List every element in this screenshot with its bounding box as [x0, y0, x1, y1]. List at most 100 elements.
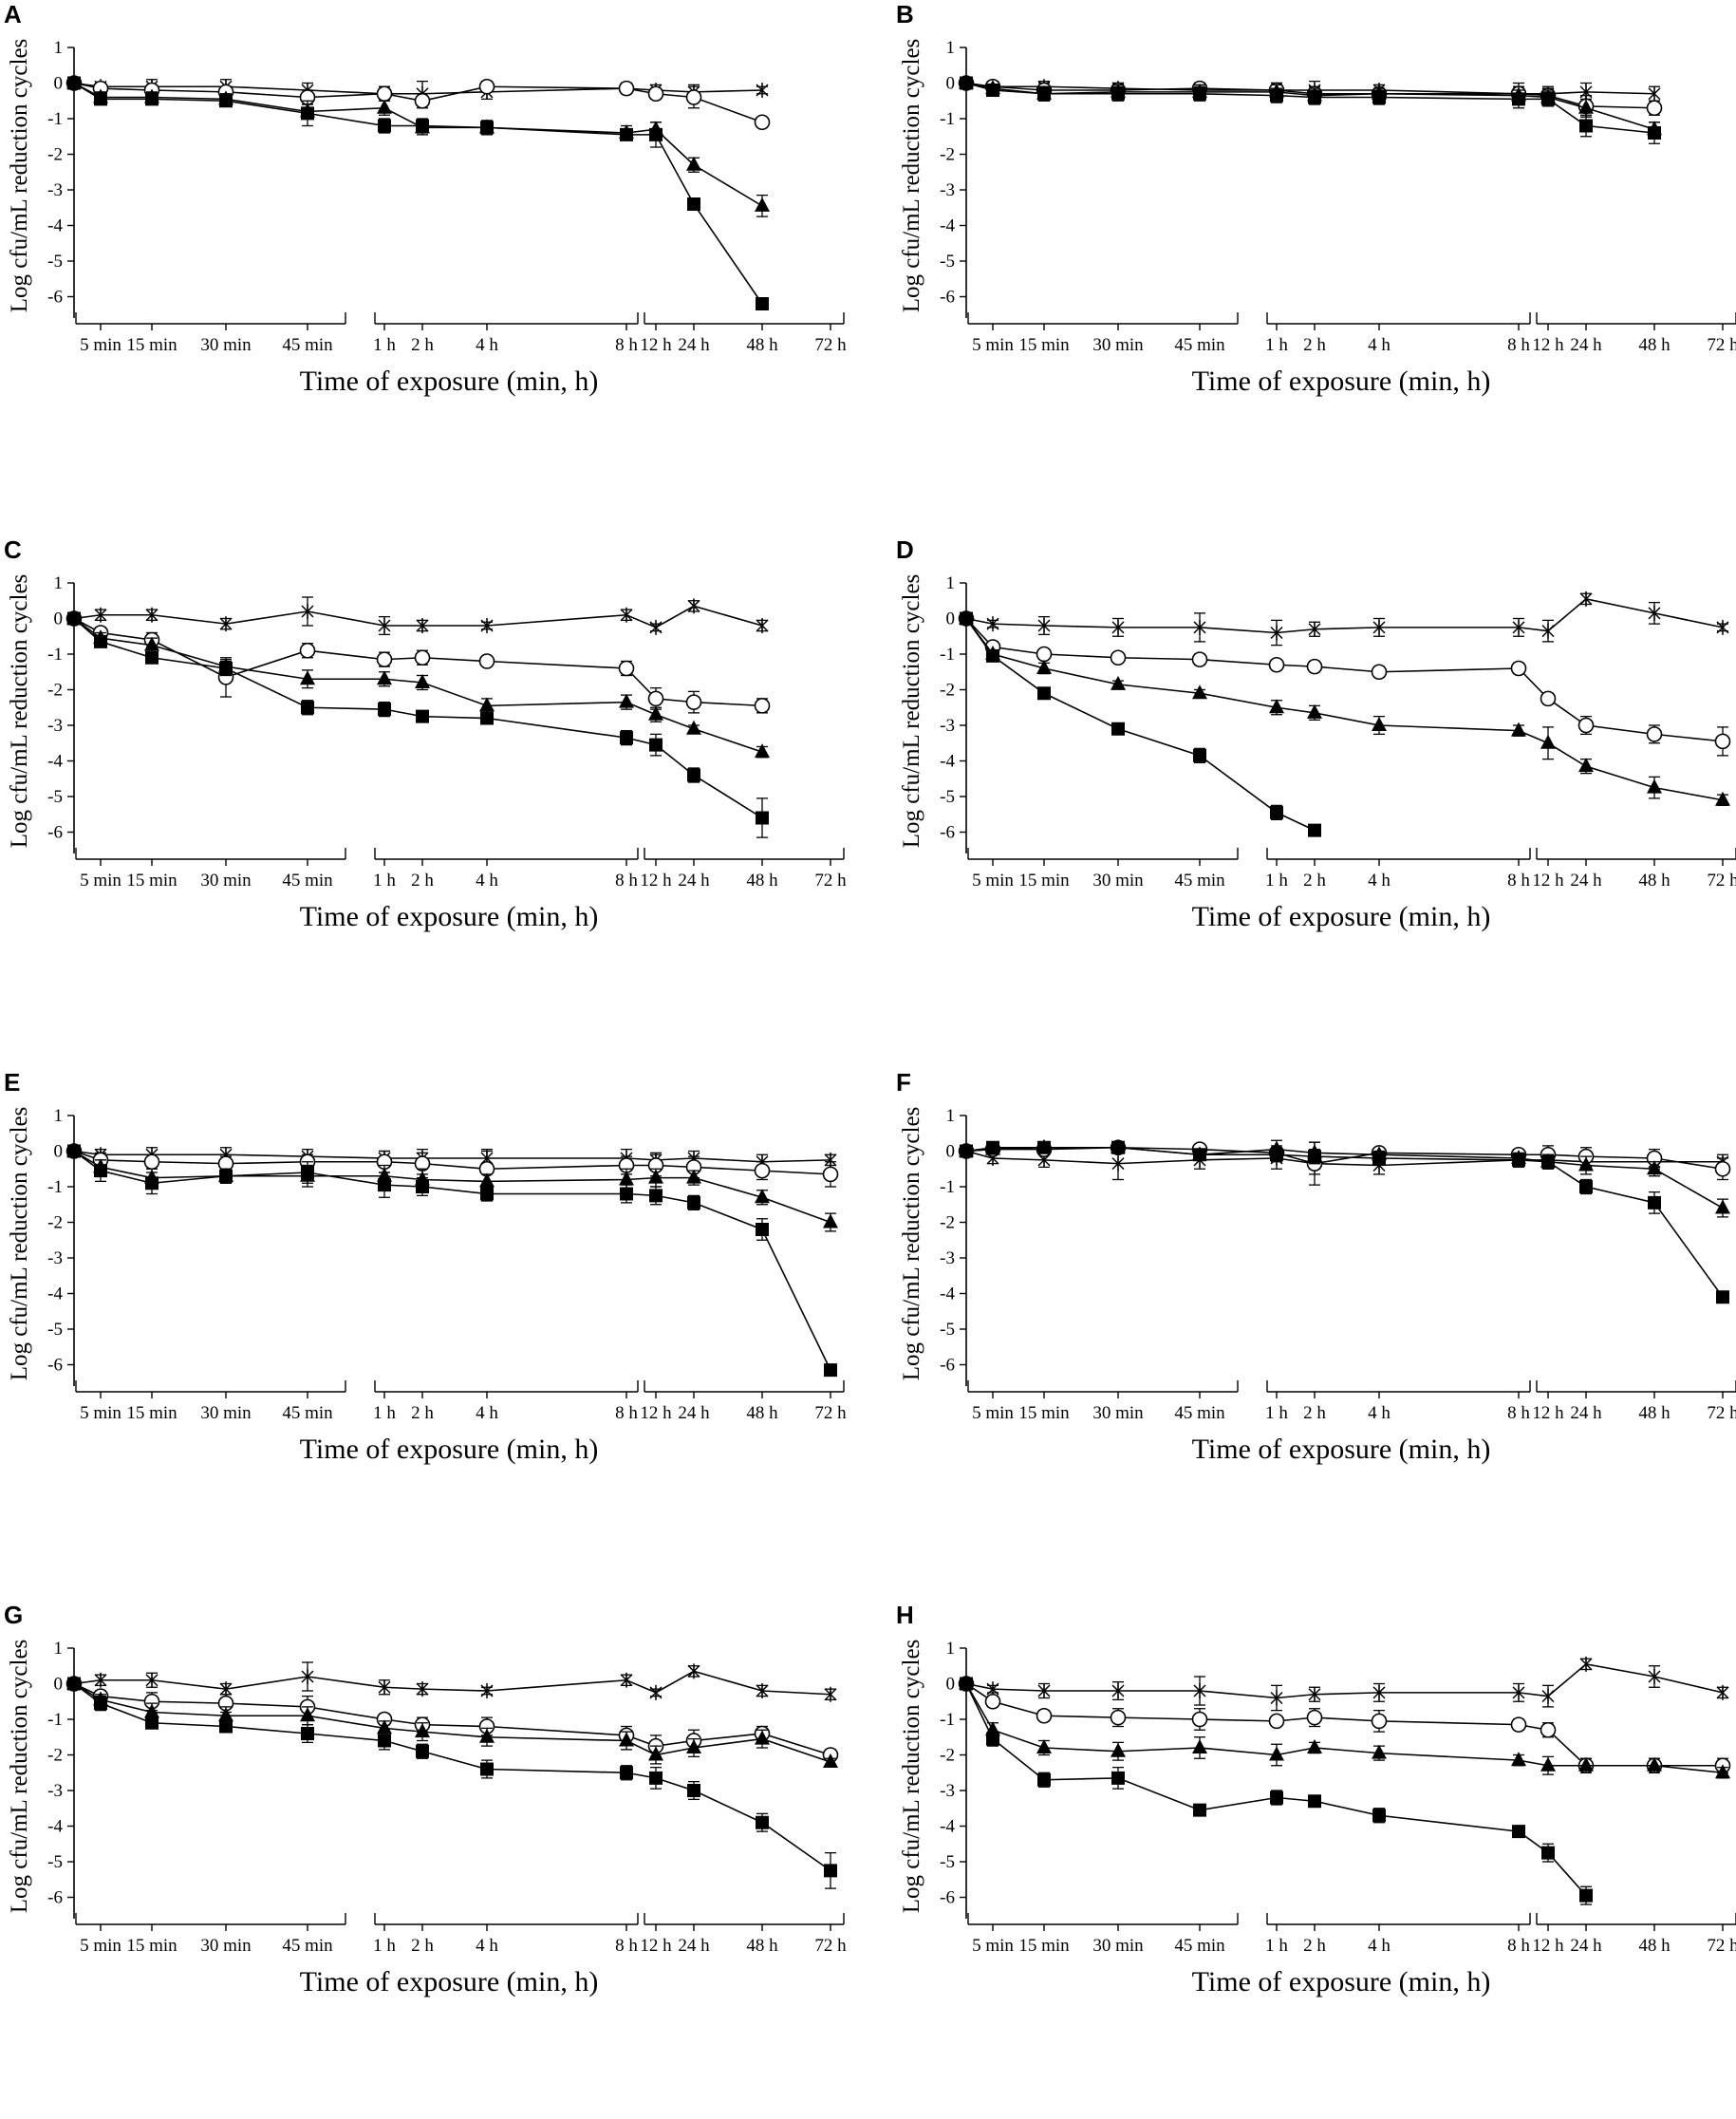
- data-point-triangle: [823, 1213, 838, 1228]
- data-point-asterisk: [378, 618, 391, 633]
- data-point-triangle: [1192, 684, 1207, 700]
- x-tick-label: 30 min: [1092, 1403, 1144, 1423]
- data-point-square: [620, 731, 633, 745]
- y-tick-label: -2: [940, 681, 955, 701]
- x-tick-label: 2 h: [411, 335, 434, 355]
- data-point-square: [960, 1677, 973, 1691]
- series-line-circle: [965, 1146, 1724, 1171]
- data-point-square: [301, 1727, 314, 1740]
- data-point-asterisk: [649, 1684, 663, 1700]
- y-tick-label: -6: [940, 823, 955, 843]
- data-point-square: [1270, 88, 1283, 103]
- data-point-circle: [1191, 651, 1208, 667]
- data-point-asterisk: [145, 607, 159, 623]
- data-point-square: [756, 1223, 769, 1236]
- data-point-circle: [1110, 1709, 1127, 1726]
- x-tick-label: 1 h: [373, 1936, 396, 1956]
- data-point-square: [756, 297, 769, 310]
- y-tick-label: -2: [47, 1746, 63, 1766]
- x-tick-label: 12 h: [640, 1936, 672, 1956]
- x-tick-label: 5 min: [80, 335, 121, 355]
- data-point-circle: [1510, 1716, 1527, 1733]
- y-tick-label: -4: [940, 752, 955, 772]
- data-point-circle: [1577, 717, 1595, 734]
- data-point-square: [756, 1815, 769, 1829]
- x-tick-label: 24 h: [1570, 1936, 1602, 1956]
- data-point-square: [986, 648, 999, 663]
- data-point-square: [301, 106, 314, 121]
- series-line-asterisk: [965, 1663, 1724, 1699]
- data-point-asterisk: [620, 607, 633, 623]
- x-tick-label: 5 min: [80, 871, 121, 891]
- x-tick-label: 5 min: [972, 335, 1014, 355]
- data-point-square: [301, 1166, 314, 1179]
- data-point-square: [1541, 92, 1555, 106]
- data-point-square: [1193, 1148, 1206, 1162]
- y-tick-label: 0: [946, 1675, 956, 1695]
- data-point-triangle: [755, 1730, 770, 1745]
- data-point-asterisk: [1512, 619, 1525, 635]
- data-point-square: [1193, 1803, 1206, 1817]
- data-point-triangle: [415, 674, 430, 688]
- series-line-triangle: [965, 1683, 1724, 1774]
- x-tick-label: 5 min: [972, 1403, 1014, 1423]
- panel-label-H: H: [896, 1601, 914, 1629]
- y-axis-title: Log cfu/mL reduction cycles: [899, 1107, 924, 1381]
- data-point-triangle: [648, 1169, 663, 1184]
- y-tick-label: -2: [940, 1213, 955, 1233]
- x-tick-label: 8 h: [1507, 871, 1530, 891]
- data-point-square: [94, 634, 107, 648]
- data-point-circle: [1371, 664, 1388, 681]
- data-point-triangle: [1647, 1160, 1662, 1175]
- x-tick-label: 30 min: [200, 335, 252, 355]
- data-point-circle: [478, 653, 495, 669]
- y-axis-title: Log cfu/mL reduction cycles: [7, 574, 32, 849]
- data-point-square: [649, 1771, 663, 1785]
- data-point-square: [824, 1864, 837, 1878]
- data-point-circle: [143, 1153, 160, 1171]
- x-tick-label: 24 h: [1570, 1403, 1602, 1423]
- data-point-triangle: [415, 1723, 430, 1738]
- data-point-square: [1372, 90, 1386, 104]
- x-tick-label: 5 min: [972, 1936, 1014, 1956]
- x-tick-label: 15 min: [126, 871, 177, 891]
- data-point-circle: [1714, 1160, 1731, 1177]
- data-point-square: [145, 92, 159, 106]
- x-axis-title: Time of exposure (min, h): [1192, 1966, 1491, 1997]
- x-tick-label: 72 h: [814, 335, 847, 355]
- y-tick-label: 1: [54, 1106, 64, 1126]
- y-tick-label: -4: [47, 1817, 63, 1837]
- data-point-asterisk: [1111, 1683, 1125, 1698]
- data-point-circle: [1540, 690, 1557, 707]
- y-tick-label: -4: [940, 1285, 955, 1304]
- data-point-asterisk: [1193, 1683, 1206, 1698]
- data-point-square: [1308, 1150, 1321, 1164]
- y-tick-label: -3: [47, 1781, 63, 1801]
- y-tick-label: -5: [47, 252, 63, 272]
- data-point-square: [480, 711, 494, 725]
- data-point-asterisk: [1648, 605, 1661, 621]
- panel-label-A: A: [4, 0, 22, 28]
- data-point-square: [1270, 1791, 1283, 1805]
- y-tick-label: -5: [47, 1852, 63, 1872]
- data-point-square: [687, 197, 700, 211]
- x-tick-label: 45 min: [282, 335, 333, 355]
- y-tick-label: -5: [940, 252, 955, 272]
- data-point-circle: [984, 1693, 1001, 1710]
- data-point-square: [1372, 1152, 1386, 1165]
- data-point-triangle: [686, 1169, 701, 1184]
- x-tick-label: 48 h: [746, 335, 778, 355]
- data-point-triangle: [1715, 791, 1730, 806]
- y-tick-label: 1: [54, 1639, 64, 1659]
- data-point-triangle: [1036, 1739, 1052, 1753]
- x-tick-label: 72 h: [1707, 1403, 1736, 1423]
- data-point-triangle: [686, 1739, 701, 1753]
- x-tick-label: 2 h: [411, 871, 434, 891]
- data-point-square: [94, 1697, 107, 1711]
- data-point-triangle: [1269, 1746, 1284, 1761]
- x-tick-label: 8 h: [1507, 335, 1530, 355]
- data-point-circle: [754, 1162, 771, 1179]
- y-tick-label: -4: [940, 216, 955, 236]
- y-tick-label: -3: [940, 1781, 955, 1801]
- data-point-asterisk: [94, 1672, 107, 1688]
